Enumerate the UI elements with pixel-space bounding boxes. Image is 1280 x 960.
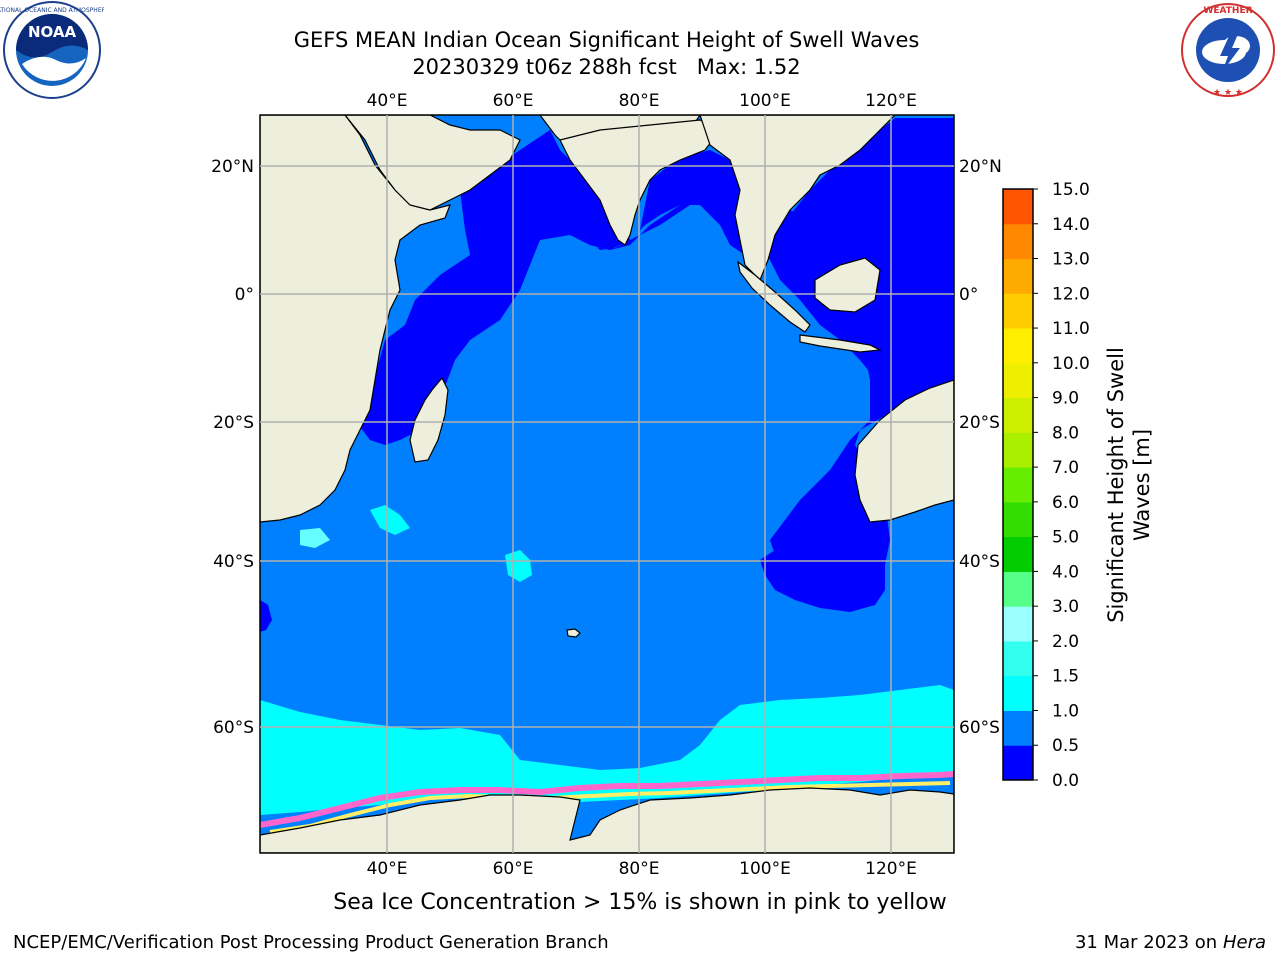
java: [799, 334, 883, 353]
arabian-sea-low-swell: [355, 205, 930, 600]
colorbar-segment: [1003, 223, 1033, 260]
colorbar-tick-label: 4.0: [1052, 562, 1079, 582]
colorbar-tick-label: 2.0: [1052, 632, 1079, 652]
colorbar-title-line2: Waves [m]: [1130, 429, 1154, 541]
colorbar-title-line1: Significant Height of Swell: [1104, 347, 1128, 623]
lon-label-bottom: 100°E: [739, 859, 791, 879]
colorbar: [1003, 189, 1033, 781]
southeast-asia: [699, 115, 896, 282]
colorbar-tick-label: 3.0: [1052, 597, 1079, 617]
lat-label-right: 60°S: [959, 718, 1000, 738]
colorbar-tick-label: 1.5: [1052, 667, 1079, 687]
sumatra: [737, 260, 811, 333]
lon-label-bottom: 80°E: [619, 859, 660, 879]
lon-label-top: 40°E: [367, 91, 408, 111]
sea-ice-note: Sea Ice Concentration > 15% is shown in …: [333, 890, 947, 915]
lon-label-bottom: 120°E: [865, 859, 917, 879]
lat-label-right: 20°S: [959, 413, 1000, 433]
lat-label-left: 20°N: [211, 157, 254, 177]
colorbar-segment: [1003, 397, 1033, 433]
colorbar-tick-label: 0.0: [1052, 771, 1079, 791]
lat-label-right: 0°: [959, 285, 978, 305]
lat-label-right: 40°S: [959, 552, 1000, 572]
colorbar-tick-label: 5.0: [1052, 528, 1079, 548]
kerguelen-island: [566, 628, 581, 638]
footer-machine: Hera: [1222, 932, 1266, 953]
lon-label-bottom: 40°E: [367, 859, 408, 879]
west-mozambique-low-swell: [260, 600, 272, 632]
cyan-patch-2: [505, 550, 532, 582]
colorbar-tick-label: 11.0: [1052, 319, 1090, 339]
colorbar-segment: [1003, 640, 1033, 677]
map-frame: [259, 114, 955, 854]
lon-label-top: 100°E: [739, 91, 791, 111]
lon-label-top: 120°E: [865, 91, 917, 111]
sea-ice-yellow-edge: [269, 781, 951, 834]
chart-subtitle: 20230329 t06z 288h fcst Max: 1.52: [412, 55, 801, 79]
australia: [854, 379, 954, 523]
colorbar-segment: [1003, 189, 1033, 225]
lon-label-top: 80°E: [619, 91, 660, 111]
colorbar-tick-label: 12.0: [1052, 284, 1090, 304]
national-weather-service-logo-icon: WEATHER ★ ★ ★: [1181, 3, 1275, 98]
noaa-logo-text: NOAA: [28, 23, 77, 41]
lat-label-left: 0°: [235, 285, 254, 305]
lat-label-left: 40°S: [213, 552, 254, 572]
svg-text:WEATHER: WEATHER: [1203, 6, 1252, 16]
colorbar-frame: [1002, 188, 1034, 781]
colorbar-segment: [1003, 710, 1033, 746]
colorbar-tick-label: 10.0: [1052, 354, 1090, 374]
cyan-patch-3: [300, 528, 330, 548]
cyan-patch-1: [370, 505, 410, 535]
colorbar-tick-label: 9.0: [1052, 389, 1079, 409]
colorbar-tick-label: 13.0: [1052, 250, 1090, 270]
colorbar-tick-labels: 0.0 0.5 1.0 1.5 2.0 3.0 4.0 5.0 6.0 7.0 8.0 9.0 10.0…: [1033, 180, 1090, 791]
india-subcontinent: [559, 119, 721, 246]
colorbar-segment: [1003, 293, 1033, 329]
map-area: [260, 115, 954, 853]
borneo: [814, 257, 881, 313]
colorbar-tick-label: 1.0: [1052, 701, 1079, 721]
colorbar-segment: [1003, 362, 1033, 399]
antarctica: [260, 787, 954, 853]
colorbar-segment: [1003, 571, 1033, 607]
footer-date: 31 Mar 2023 on Hera: [1075, 932, 1266, 953]
colorbar-title: Significant Height of Swell Waves [m]: [1104, 347, 1154, 623]
colorbar-segment: [1003, 432, 1033, 468]
colorbar-tick-label: 7.0: [1052, 458, 1079, 478]
colorbar-segment: [1003, 536, 1033, 572]
noaa-logo-icon: NOAA NATIONAL OCEANIC AND ATMOSPHERIC: [0, 1, 104, 99]
colorbar-tick-label: 15.0: [1052, 180, 1090, 200]
se-indian-low-swell: [760, 515, 885, 612]
colorbar-segment: [1003, 328, 1033, 364]
lon-label-top: 60°E: [493, 91, 534, 111]
colorbar-tick-label: 8.0: [1052, 423, 1079, 443]
bay-of-bengal-low-swell: [640, 150, 760, 255]
colorbar-segment: [1003, 467, 1033, 503]
lon-label-bottom: 60°E: [493, 859, 534, 879]
svg-text:★ ★ ★: ★ ★ ★: [1213, 88, 1243, 98]
colorbar-tick-label: 0.5: [1052, 736, 1079, 756]
colorbar-segment: [1003, 606, 1033, 642]
colorbar-segment: [1003, 675, 1033, 711]
colorbar-tick-label: 6.0: [1052, 493, 1079, 513]
footer-date-text: 31 Mar 2023 on: [1074, 932, 1218, 953]
colorbar-tick-label: 14.0: [1052, 215, 1090, 235]
svg-text:NATIONAL OCEANIC AND ATMOSPHER: NATIONAL OCEANIC AND ATMOSPHERIC: [0, 7, 104, 14]
madagascar: [409, 376, 449, 463]
latitude-labels: 20°N 0° 20°S 40°S 60°S 20°N 0° 20°S 40°S…: [211, 157, 1002, 738]
colorbar-segment: [1003, 745, 1033, 781]
lat-label-left: 20°S: [213, 413, 254, 433]
sea-ice-pink-edge: [260, 771, 954, 828]
colorbar-segment: [1003, 501, 1033, 538]
lat-label-left: 60°S: [213, 718, 254, 738]
colorbar-segment: [1003, 258, 1033, 294]
maritime-continent-low-swell: [760, 118, 954, 395]
longitude-labels: 40°E 60°E 80°E 100°E 120°E 40°E 60°E 80°…: [367, 91, 917, 879]
map-gridlines: [260, 115, 954, 853]
lat-label-right: 20°N: [959, 157, 1002, 177]
footer-branch: NCEP/EMC/Verification Post Processing Pr…: [13, 932, 609, 953]
chart-title: GEFS MEAN Indian Ocean Significant Heigh…: [293, 28, 920, 52]
